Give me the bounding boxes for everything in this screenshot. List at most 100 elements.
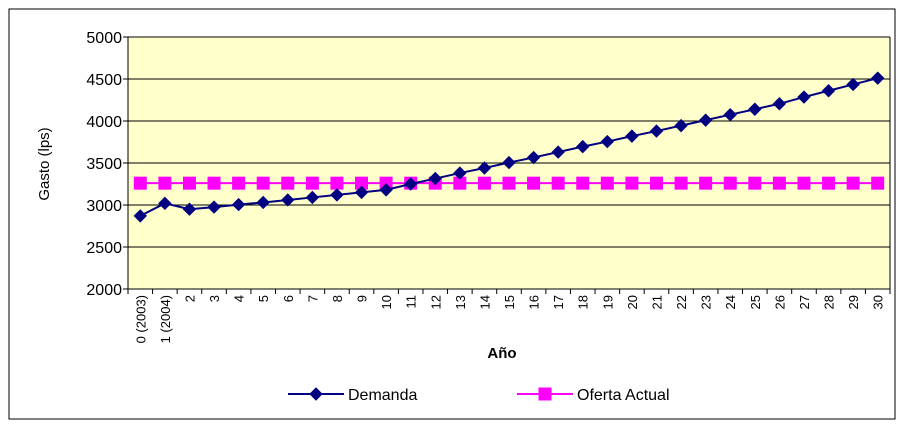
data-point [576, 176, 590, 190]
x-tick-label: 13 [453, 295, 468, 309]
data-point [281, 193, 295, 207]
data-point [698, 113, 713, 127]
y-tick-label: 2500 [86, 240, 122, 257]
data-point [232, 176, 246, 190]
data-point [158, 196, 172, 211]
x-tick-label: 0 (2003) [133, 295, 148, 343]
data-point [256, 176, 270, 190]
data-point [158, 176, 172, 190]
x-tick-label: 15 [502, 295, 517, 309]
data-point [699, 176, 713, 190]
legend: Demanda Oferta Actual [288, 387, 670, 404]
legend-label: Demanda [348, 387, 417, 404]
data-point [477, 161, 492, 175]
data-point [748, 102, 762, 116]
data-point [379, 183, 393, 197]
data-point [354, 185, 369, 200]
x-tick-label: 5 [256, 295, 271, 302]
x-tick-label: 20 [625, 295, 640, 309]
y-tick-label: 4500 [86, 72, 122, 89]
x-tick-label: 19 [600, 295, 615, 309]
data-point [600, 176, 614, 190]
data-point [305, 190, 320, 205]
data-point [723, 176, 737, 190]
x-tick-label: 4 [232, 295, 247, 302]
data-point [576, 139, 590, 154]
x-tick-label: 14 [477, 295, 492, 309]
data-point [723, 107, 737, 122]
data-point [822, 176, 836, 190]
data-point [625, 129, 639, 143]
legend-square-marker [538, 387, 552, 401]
data-point [281, 176, 295, 190]
data-point [231, 197, 246, 212]
data-point [502, 176, 516, 190]
data-point [649, 124, 664, 138]
legend-label: Oferta Actual [577, 387, 670, 404]
x-axis-title: Año [487, 345, 516, 362]
data-point [182, 202, 197, 216]
x-tick-label: 25 [748, 295, 763, 309]
x-tick-label: 29 [846, 295, 861, 309]
data-point [526, 150, 541, 165]
data-point [674, 176, 688, 190]
data-point [772, 176, 786, 190]
data-point [600, 134, 615, 149]
x-tick-label: 11 [404, 295, 419, 309]
x-tick-label: 22 [674, 295, 689, 309]
data-point [256, 195, 270, 210]
data-point [207, 176, 221, 190]
data-point [133, 209, 147, 223]
x-tick-label: 6 [281, 295, 296, 302]
data-point [428, 171, 442, 186]
data-point [453, 166, 467, 180]
data-point [871, 71, 885, 85]
x-tick-label: 2 [182, 295, 197, 302]
data-point [551, 176, 565, 190]
data-point [330, 188, 344, 202]
x-tick-label: 8 [330, 295, 345, 302]
x-tick-label: 16 [527, 295, 542, 309]
data-point [772, 97, 787, 111]
data-point [403, 177, 418, 191]
y-tick-label: 4000 [86, 114, 122, 131]
data-point [477, 176, 491, 190]
data-point [330, 176, 344, 190]
x-tick-label: 24 [723, 295, 738, 309]
data-point [846, 77, 860, 92]
data-point [748, 176, 762, 190]
legend-diamond-marker [309, 387, 323, 401]
x-tick-label: 1 (2004) [158, 295, 173, 343]
x-tick-label: 26 [772, 295, 787, 309]
data-point [674, 118, 688, 133]
x-tick-label: 23 [699, 295, 714, 309]
y-tick-label: 5000 [86, 30, 122, 47]
x-tick-label: 3 [207, 295, 222, 302]
data-point [797, 176, 811, 190]
x-tick-label: 17 [551, 295, 566, 309]
data-point [871, 176, 885, 190]
x-tick-label: 10 [379, 295, 394, 309]
data-point [527, 176, 541, 190]
x-tick-label: 30 [871, 295, 886, 309]
data-point [821, 84, 836, 98]
data-point [182, 176, 196, 190]
x-tick-label: 28 [822, 295, 837, 309]
x-tick-label: 27 [797, 295, 812, 309]
data-point [305, 176, 319, 190]
data-point [551, 145, 565, 159]
x-tick-label: 21 [649, 295, 664, 309]
data-point [502, 155, 516, 170]
y-tick-label: 2000 [86, 282, 122, 299]
y-tick-label: 3000 [86, 198, 122, 215]
x-tick-label: 12 [428, 295, 443, 309]
x-tick-label: 9 [355, 295, 370, 302]
x-tick-label: 7 [305, 295, 320, 302]
data-point [207, 200, 221, 214]
data-point [649, 176, 663, 190]
y-axis-title: Gasto (lps) [36, 127, 53, 200]
y-tick-label: 3500 [86, 156, 122, 173]
data-point [797, 90, 811, 104]
